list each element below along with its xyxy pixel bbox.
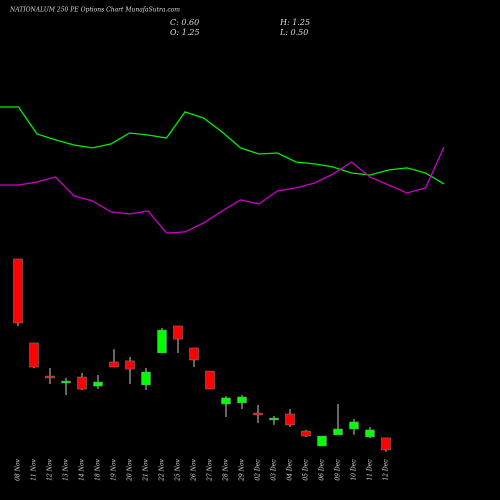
x-tick-label: 12 Dec (383, 459, 390, 481)
x-tick-label: 21 Nov (143, 458, 150, 481)
x-tick-label: 26 Nov (191, 458, 198, 481)
candle-body (109, 361, 119, 368)
x-tick-label: 28 Nov (223, 458, 230, 481)
x-tick-label: 04 Dec (287, 459, 294, 481)
candle-body (381, 437, 391, 451)
candle-body (333, 428, 343, 436)
candle-body (13, 258, 23, 324)
x-tick-label: 12 Nov (47, 458, 54, 480)
candle-body (365, 429, 375, 438)
candle-body (29, 342, 39, 368)
candle-body (349, 421, 359, 430)
x-tick-label: 27 Nov (207, 458, 214, 481)
x-tick-label: 14 Nov (79, 458, 86, 480)
candle-body (77, 376, 87, 390)
candle-body (61, 380, 71, 384)
stat-open: O: 1.25 (170, 28, 200, 37)
x-tick-label: 06 Dec (319, 459, 326, 481)
x-tick-label: 09 Dec (335, 459, 342, 481)
candle-body (125, 360, 135, 370)
candle-body (317, 435, 327, 447)
x-tick-label: 11 Dec (367, 459, 374, 481)
x-tick-label: 18 Nov (95, 458, 102, 480)
x-tick-label: 19 Nov (111, 458, 118, 480)
x-tick-label: 05 Dec (303, 459, 310, 481)
x-tick-label: 02 Dec (255, 459, 262, 481)
candle-body (141, 371, 151, 386)
candle-body (205, 370, 215, 390)
stat-low: L: 0.50 (279, 28, 308, 37)
candle-body (237, 396, 247, 404)
x-tick-label: 20 Nov (127, 458, 134, 481)
x-tick-label: 08 Nov (15, 458, 22, 480)
candle-body (93, 381, 103, 387)
x-tick-label: 03 Dec (271, 459, 278, 481)
x-tick-label: 13 Nov (63, 458, 70, 480)
x-tick-label: 11 Nov (31, 458, 38, 480)
stat-close: C: 0.60 (170, 18, 199, 27)
chart-title: NATIONALUM 250 PE Options Chart MunafaSu… (9, 7, 180, 14)
candle-body (173, 325, 183, 340)
stat-high: H: 1.25 (279, 18, 310, 27)
candle-body (285, 413, 295, 426)
candle-body (269, 417, 279, 421)
candle-body (221, 397, 231, 405)
line-series (0, 146, 445, 234)
x-tick-label: 29 Nov (239, 458, 246, 481)
x-tick-label: 25 Nov (175, 458, 182, 481)
x-tick-label: 10 Dec (351, 459, 358, 481)
candle-body (157, 329, 167, 354)
candle-body (301, 430, 311, 437)
candle-body (253, 412, 263, 416)
candle-body (189, 347, 199, 361)
x-tick-label: 22 Nov (159, 458, 166, 481)
candle-body (45, 375, 55, 379)
line-series (0, 106, 445, 185)
